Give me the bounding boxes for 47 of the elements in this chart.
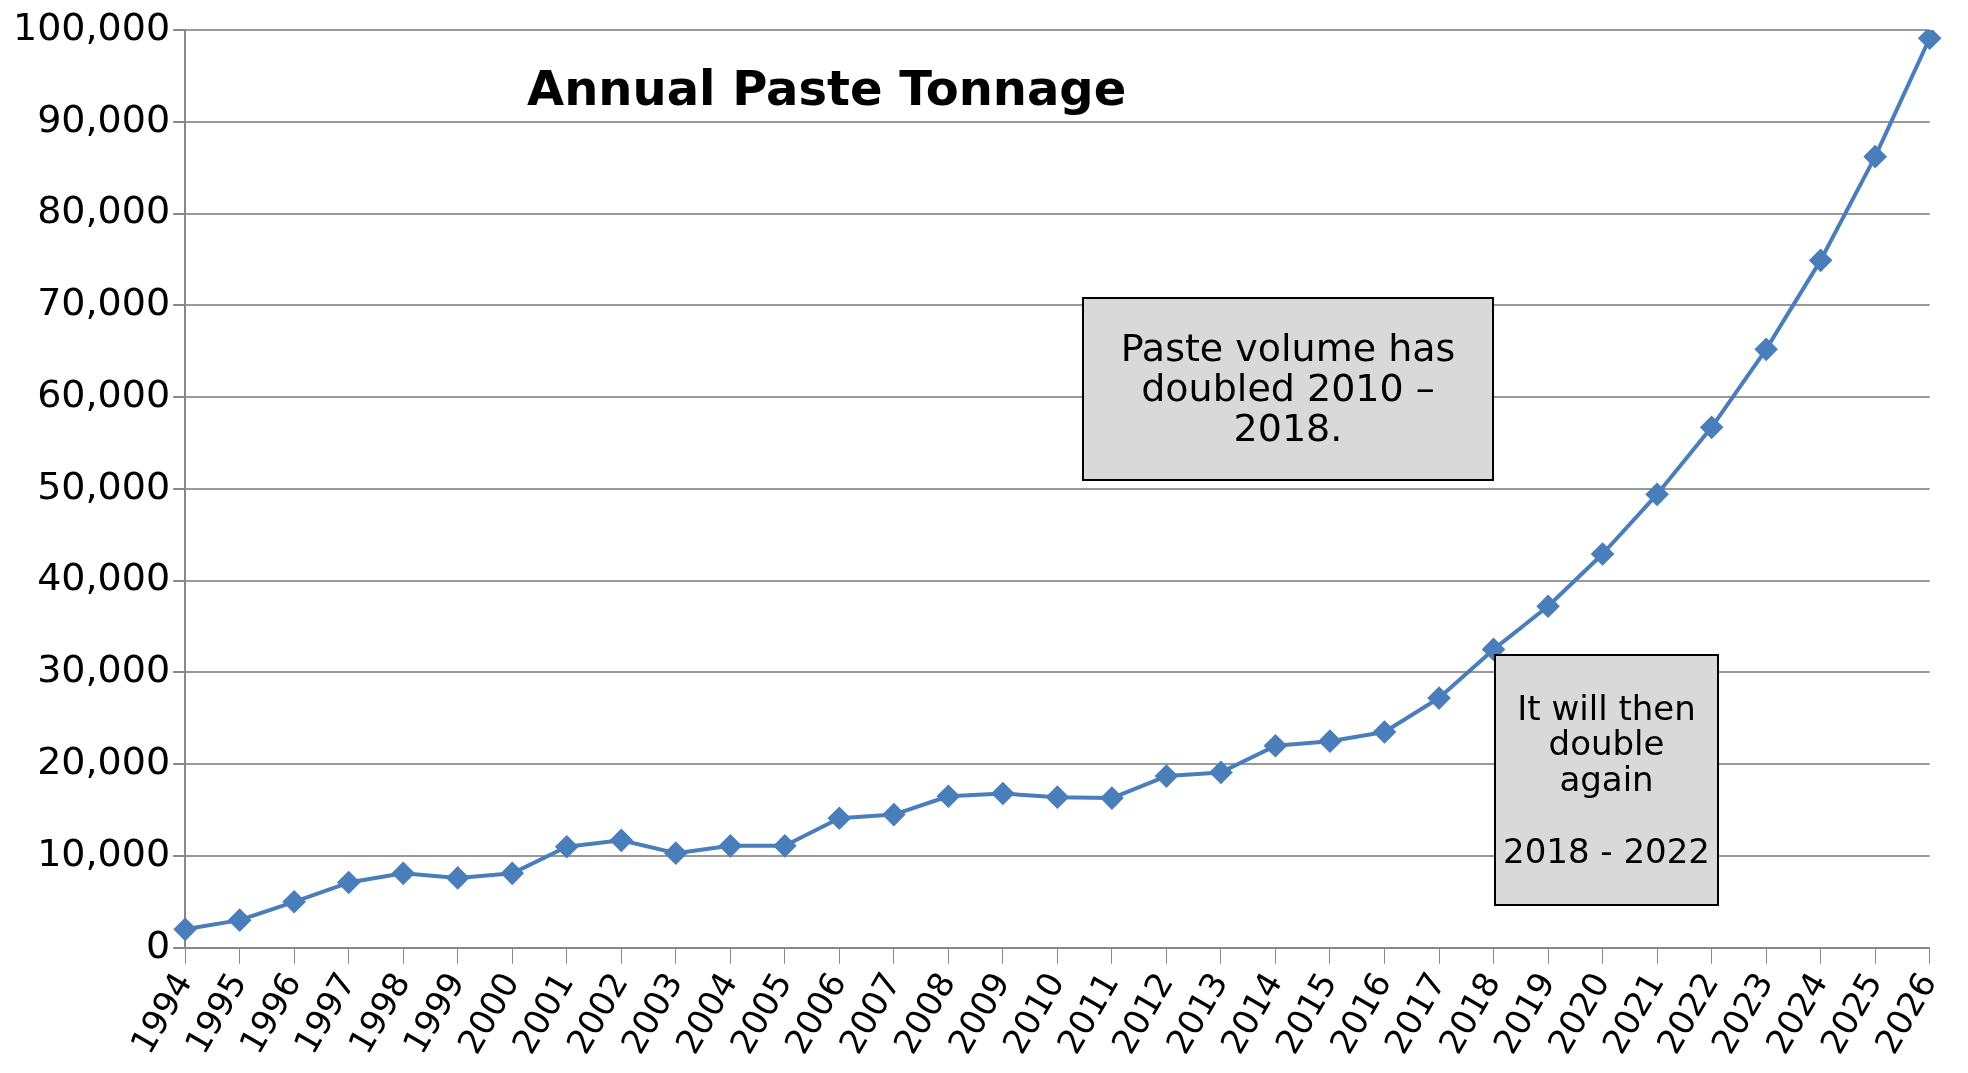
point [1864, 145, 1887, 168]
point [1046, 786, 1069, 809]
point [882, 803, 905, 826]
point [1155, 765, 1178, 788]
point [1209, 761, 1232, 784]
annotation: Paste volume has doubled 2010 – 2018. [1082, 297, 1494, 481]
point [1755, 338, 1778, 361]
point [174, 918, 197, 941]
point [828, 807, 851, 830]
y-tick-label: 90,000 [37, 96, 171, 141]
point [664, 842, 687, 865]
point [501, 862, 524, 885]
y-tick-label: 40,000 [37, 555, 171, 600]
point [1428, 687, 1451, 710]
point [1591, 542, 1614, 565]
point [555, 835, 578, 858]
point [1537, 595, 1560, 618]
point [1318, 730, 1341, 753]
point [991, 782, 1014, 805]
point [1700, 416, 1723, 439]
point [1646, 483, 1669, 506]
y-tick-label: 70,000 [37, 280, 171, 325]
point [1482, 638, 1505, 661]
point [228, 909, 251, 932]
point [610, 829, 633, 852]
point [1809, 249, 1832, 272]
point [1918, 30, 1941, 50]
y-tick-label: 10,000 [37, 830, 171, 875]
point [719, 834, 742, 857]
point [1264, 734, 1287, 757]
point [392, 862, 415, 885]
point [283, 890, 306, 913]
point [1100, 787, 1123, 810]
text: Annual Paste Tonnage [527, 60, 1127, 116]
y-tick-label: 0 [145, 922, 171, 967]
point [337, 871, 360, 894]
y-tick-label: 50,000 [37, 463, 171, 508]
point [937, 785, 960, 808]
y-tick-label: 20,000 [37, 739, 171, 784]
annotation: It will then double again 2018 - 2022 [1494, 654, 1719, 906]
point [446, 866, 469, 889]
point [773, 834, 796, 857]
y-tick-label: 80,000 [37, 188, 171, 233]
y-tick-label: 30,000 [37, 647, 171, 692]
y-tick-label: 100,000 [13, 4, 171, 49]
y-tick-label: 60,000 [37, 371, 171, 416]
point [1373, 721, 1396, 744]
